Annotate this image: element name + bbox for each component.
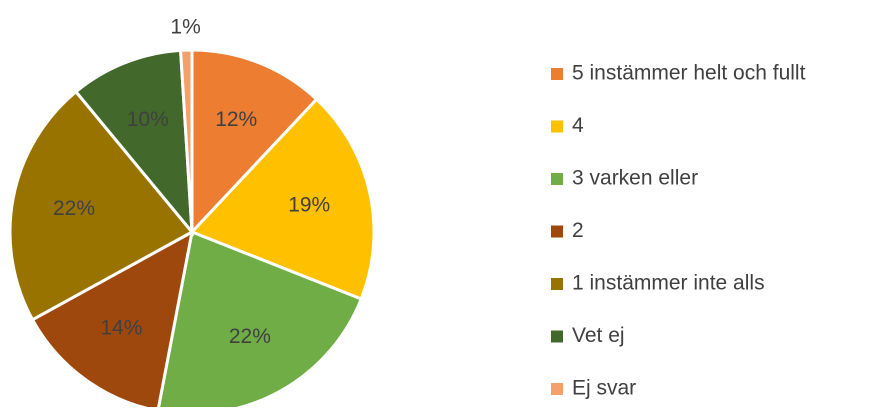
data-label: 12% <box>215 108 257 131</box>
legend-label: 2 <box>572 219 584 242</box>
data-label: 22% <box>53 197 95 220</box>
legend-label: Ej svar <box>572 377 636 400</box>
legend-label: 1 instämmer inte alls <box>572 272 765 295</box>
legend-swatch <box>551 120 563 133</box>
data-label: 14% <box>100 317 142 340</box>
data-label: 10% <box>127 108 169 131</box>
data-label: 1% <box>170 16 200 39</box>
legend-swatch <box>551 278 563 290</box>
legend-label: Vet ej <box>572 324 625 347</box>
legend-label: 3 varken eller <box>572 167 698 190</box>
data-label: 19% <box>288 193 330 216</box>
legend-swatch <box>551 383 563 395</box>
legend-swatch <box>551 225 563 238</box>
legend-swatch <box>551 330 563 343</box>
pie-slice <box>73 48 194 237</box>
pie-slice <box>156 229 364 412</box>
legend-swatch <box>551 68 563 80</box>
data-label: 22% <box>229 325 271 348</box>
legend-label: 4 <box>572 114 584 137</box>
pie-slice <box>8 89 195 322</box>
pie-slice <box>178 48 194 233</box>
legend-label: 5 instämmer helt och fullt <box>572 62 806 85</box>
pie-slice <box>190 48 319 236</box>
legend-swatch <box>551 173 563 185</box>
